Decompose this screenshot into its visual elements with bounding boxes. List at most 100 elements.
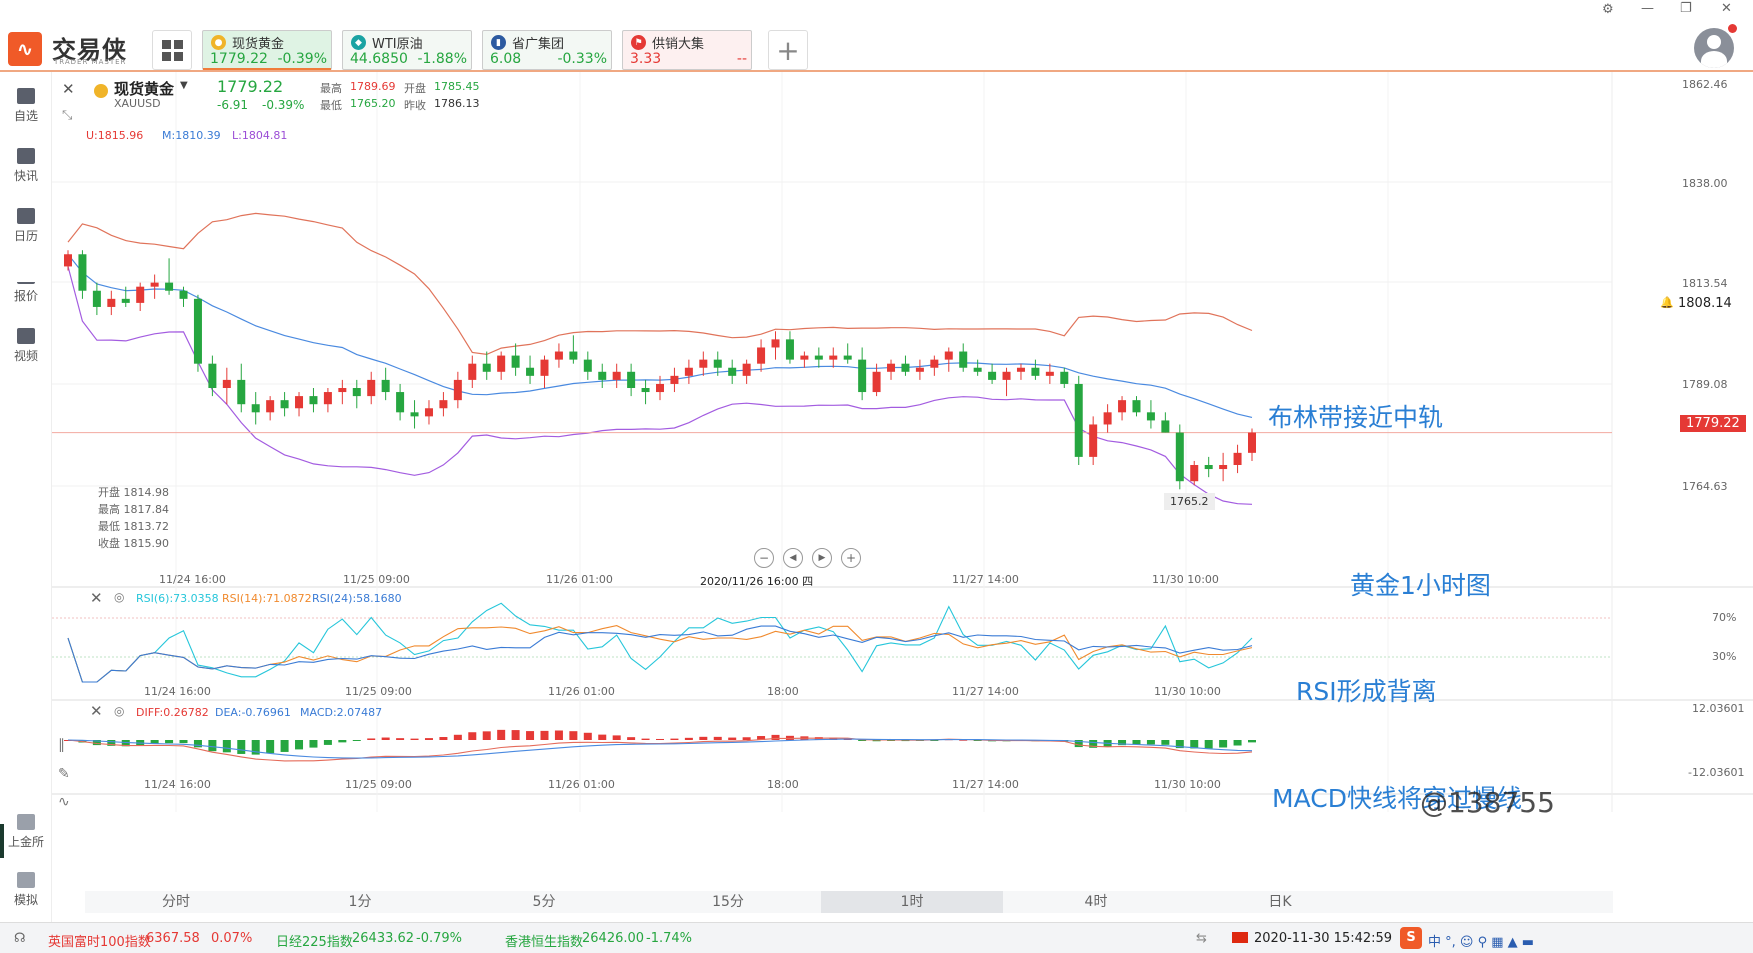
period-tick[interactable]: 分时	[162, 894, 190, 910]
tooltip-close: 收盘 1815.90	[98, 537, 169, 550]
time-tick: 18:00	[767, 778, 799, 791]
candle-body	[1016, 367, 1025, 372]
indicator-icon[interactable]: ∿	[58, 794, 70, 810]
macd-histogram-bar	[656, 738, 664, 740]
time-tick: 18:00	[767, 685, 799, 698]
settings-icon[interactable]: ⚙	[1602, 2, 1614, 17]
tooltip-open: 开盘 1814.98	[98, 486, 169, 499]
boll-upper: U:1815.96	[86, 129, 144, 142]
macd-histogram-bar	[699, 736, 708, 740]
app-logo-text: 交易侠	[52, 36, 127, 64]
tab-label: WTI原油	[372, 37, 423, 52]
macd-histogram-bar	[222, 740, 231, 753]
macd-settings-icon[interactable]: ◎	[114, 704, 125, 718]
bell-icon[interactable]: 🔔	[1660, 296, 1674, 309]
add-tab-button[interactable]: +	[768, 30, 808, 70]
alert-price[interactable]: 1808.14	[1678, 296, 1732, 311]
ticker-name[interactable]: 英国富时100指数	[48, 935, 151, 950]
time-tick: 11/27 14:00	[952, 778, 1019, 791]
tab-wti-oil[interactable]: ◆ WTI原油 44.6850 -1.88%	[342, 30, 472, 70]
time-tick: 11/25 09:00	[343, 573, 410, 586]
tab-shengguang[interactable]: ▮ 省广集团 6.08 -0.33%	[482, 30, 612, 70]
sidebar-item-demo[interactable]: 模拟	[0, 872, 52, 908]
macd-histogram-bar	[554, 730, 563, 740]
close-icon[interactable]: ✕	[1721, 1, 1732, 16]
macd-histogram-bar	[309, 740, 318, 748]
macd-histogram-bar	[511, 730, 520, 740]
candle-body	[1118, 400, 1127, 413]
period-daily[interactable]: 日K	[1268, 894, 1292, 910]
candle-body	[988, 371, 997, 380]
sidebar-item-calendar[interactable]: 日历	[0, 208, 52, 244]
instrument-name[interactable]: 现货黄金	[114, 80, 175, 98]
chevron-down-icon[interactable]: ▼	[180, 80, 188, 91]
current-price: 1779.22	[217, 77, 284, 96]
stock-icon: ▮	[491, 35, 506, 50]
macd-diff: DIFF:0.26782	[136, 706, 209, 719]
sidebar-label: 视频	[13, 349, 38, 363]
candle-body	[742, 363, 751, 376]
candle-body	[540, 359, 549, 376]
minimize-icon[interactable]: —	[1641, 1, 1654, 16]
macd-histogram-bar	[1074, 740, 1083, 748]
collapse-icon[interactable]: ⤡	[62, 108, 73, 123]
macd-histogram-bar	[959, 739, 968, 741]
macd-histogram-bar	[381, 737, 390, 740]
boll-lower: L:1804.81	[232, 129, 288, 142]
sidebar-item-quotes[interactable]: 报价	[0, 268, 52, 304]
macd-histogram-bar	[583, 732, 592, 740]
candle-body	[136, 286, 145, 303]
ime-icon[interactable]: S	[1400, 927, 1422, 949]
candle-body	[511, 355, 520, 368]
translate-icon[interactable]: ⇆	[1196, 931, 1207, 946]
candle-body	[107, 298, 116, 307]
candle-body	[367, 379, 376, 397]
period-5m[interactable]: 5分	[532, 894, 556, 910]
price-change: -6.91	[217, 98, 249, 112]
close-chart-icon[interactable]: ✕	[62, 80, 75, 98]
macd-axis-bottom: -12.03601	[1688, 766, 1745, 779]
close-rsi-icon[interactable]: ✕	[90, 589, 103, 607]
macd-histogram-bar	[872, 740, 881, 742]
macd-histogram-bar	[887, 740, 896, 741]
sidebar-item-news[interactable]: 快讯	[0, 148, 52, 184]
ticker-name[interactable]: 香港恒生指数	[505, 935, 584, 950]
candle-body	[973, 367, 982, 372]
macd-histogram-bar	[497, 729, 506, 740]
candle-body	[1060, 371, 1069, 384]
play-icon	[17, 328, 35, 344]
user-avatar[interactable]	[1694, 28, 1734, 68]
macd-histogram-bar	[771, 734, 780, 740]
macd-histogram-bar	[410, 738, 419, 740]
period-4h[interactable]: 4时	[1084, 894, 1108, 910]
headset-icon[interactable]: ☊	[14, 931, 26, 946]
boll-upper-line	[67, 212, 1253, 356]
macd-histogram-bar	[1248, 740, 1256, 743]
step-forward-button[interactable]: ▶	[812, 548, 832, 568]
ime-tray-icons[interactable]: 中 °, ☺ ⚲ ▦ ▲ ▬	[1428, 935, 1535, 950]
period-1m[interactable]: 1分	[348, 894, 372, 910]
candle-body	[165, 282, 174, 291]
rsi-settings-icon[interactable]: ◎	[114, 590, 125, 604]
zoom-in-button[interactable]: +	[841, 548, 861, 568]
sidebar-item-watchlist[interactable]: 自选	[0, 88, 52, 124]
macd-histogram-bar	[338, 740, 347, 743]
tab-gongxiao[interactable]: ⚑ 供销大集 3.33 --	[622, 30, 752, 70]
candle-body	[295, 396, 304, 409]
tab-spot-gold[interactable]: ● 现货黄金 1779.22 -0.39%	[202, 30, 332, 70]
restore-icon[interactable]: ❐	[1680, 1, 1692, 16]
sidebar-item-video[interactable]: 视频	[0, 328, 52, 364]
ticker-name[interactable]: 日经225指数	[276, 935, 353, 950]
sidebar-indicator	[0, 824, 4, 858]
draw-tool-icon[interactable]: ∥	[58, 737, 65, 753]
close-macd-icon[interactable]: ✕	[90, 702, 103, 720]
period-15m[interactable]: 15分	[712, 894, 744, 910]
sidebar-item-sge[interactable]: 上金所	[0, 814, 52, 850]
zoom-out-button[interactable]: −	[754, 548, 774, 568]
period-1h[interactable]: 1时	[821, 891, 1003, 913]
step-back-button[interactable]: ◀	[783, 548, 803, 568]
kline-chart[interactable]	[52, 72, 1753, 922]
candle-body	[237, 379, 246, 405]
pencil-icon[interactable]: ✎	[58, 766, 70, 782]
grid-menu-button[interactable]	[152, 30, 192, 70]
